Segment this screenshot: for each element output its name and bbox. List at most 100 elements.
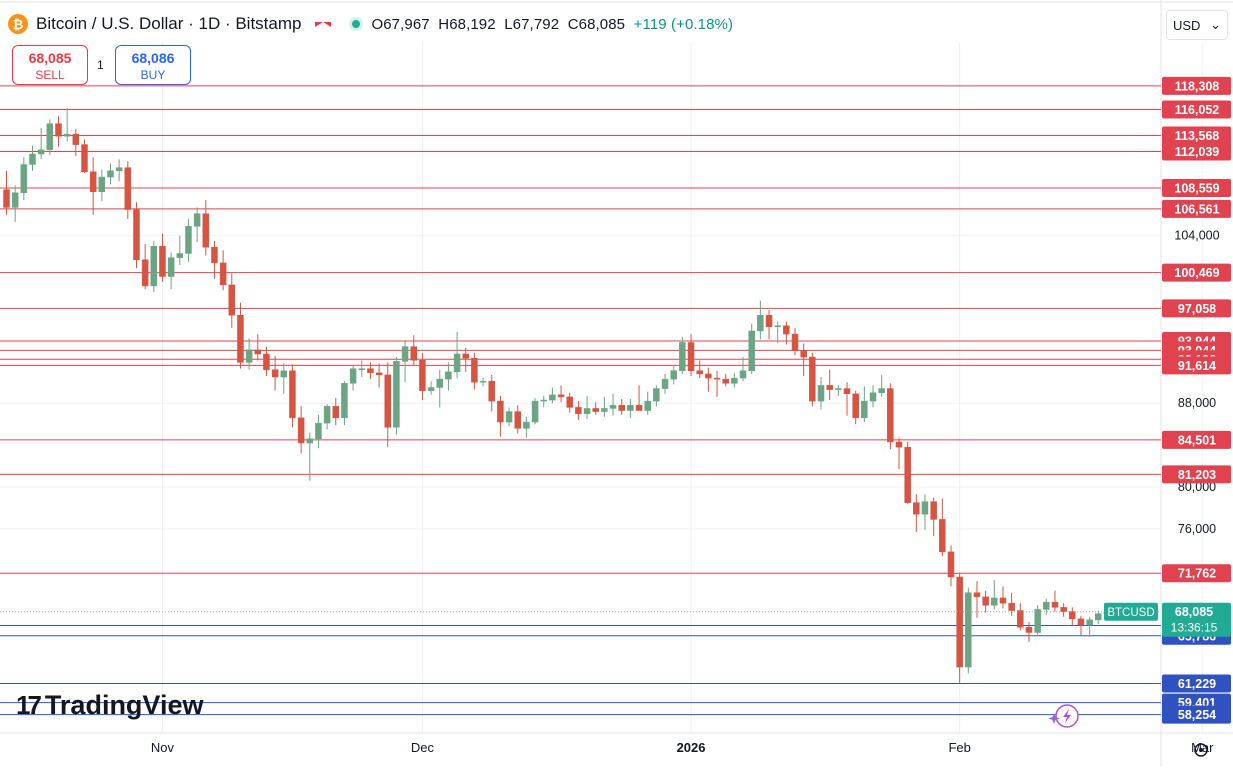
candle-body: [791, 333, 799, 352]
candle-body: [739, 370, 747, 379]
resistance-level-tag-label: 84,501: [1178, 433, 1216, 447]
candle-body: [653, 388, 660, 402]
resistance-level-tag: [1162, 199, 1231, 218]
candle-body: [115, 167, 123, 172]
tradingview-logo-icon: 17: [16, 690, 42, 720]
candle-body: [107, 170, 114, 178]
resistance-level-tag-label: 71,762: [1178, 567, 1216, 581]
candle-body: [999, 597, 1007, 604]
settings-icon[interactable]: [1194, 743, 1208, 757]
candle-body: [419, 360, 426, 391]
currency-value: USD: [1173, 17, 1201, 33]
sell-button[interactable]: 68,085 SELL: [12, 45, 88, 85]
candle-body: [644, 400, 651, 411]
current-price-tag: [1162, 602, 1231, 637]
x-tick-label: 2026: [677, 740, 706, 755]
candle-body: [635, 405, 643, 411]
candle-body: [982, 596, 989, 606]
resistance-level-tag-label: 118,308: [1175, 79, 1220, 93]
candle-body: [895, 441, 903, 448]
symbol-title[interactable]: Bitcoin / U.S. Dollar · 1D · Bitstamp: [36, 14, 302, 33]
lightning-icon: [1063, 709, 1071, 723]
bitcoin-icon: ₿: [8, 14, 28, 34]
candle-body: [375, 372, 383, 376]
buy-price: 68,086: [131, 50, 175, 66]
candle-body: [141, 259, 149, 287]
candle-body: [722, 378, 729, 384]
resistance-level-tag-label: 91,614: [1178, 359, 1216, 373]
resistance-level-tag: [1162, 356, 1231, 375]
candle-body: [384, 374, 392, 428]
candle-body: [1069, 611, 1076, 620]
support-level-tag: [1162, 705, 1231, 724]
candle-body: [531, 400, 539, 423]
resistance-level-tag-label: 113,568: [1175, 129, 1220, 143]
candle-body: [991, 597, 998, 606]
y-tick-label: 88,000: [1178, 396, 1216, 410]
order-quantity[interactable]: 1: [97, 58, 104, 72]
buy-button[interactable]: 68,086 BUY: [115, 45, 191, 85]
candle-body: [696, 370, 703, 375]
candle-body: [783, 325, 790, 335]
resistance-level-tag: [1162, 564, 1231, 583]
candle-body: [549, 394, 556, 401]
candle-body: [687, 342, 695, 371]
candle-body: [921, 501, 929, 515]
candle-body: [471, 357, 478, 383]
candle-body: [843, 388, 851, 395]
resistance-level-tag: [1162, 76, 1231, 95]
price-change: +119 (+0.18%): [633, 15, 734, 33]
candle-body: [20, 164, 28, 194]
candle-body: [401, 346, 409, 362]
candle-body: [627, 405, 634, 411]
candle-body: [878, 388, 885, 393]
candle-body: [167, 257, 175, 277]
candle-body: [601, 408, 608, 412]
x-tick-label: Nov: [151, 740, 175, 755]
symbol-tag: [1104, 602, 1158, 621]
resistance-level-tag-label: 108,559: [1174, 181, 1219, 195]
candle-body: [731, 377, 738, 384]
candle-body: [29, 153, 36, 165]
candle-body: [315, 422, 322, 440]
flag-icon[interactable]: [315, 21, 332, 27]
candle-body: [1043, 601, 1050, 610]
candle-body: [479, 380, 487, 383]
candle-body: [228, 284, 236, 316]
candle-body: [159, 245, 166, 277]
candle-body: [1025, 627, 1033, 633]
buy-label: BUY: [140, 68, 166, 82]
y-tick-label: 80,000: [1178, 480, 1216, 494]
candle-body: [280, 370, 288, 378]
currency-select[interactable]: USD ⌄: [1166, 10, 1228, 40]
bar-countdown: 13:36:15: [1171, 621, 1218, 635]
candle-body: [245, 349, 253, 363]
ohlc-low: L67,792: [504, 15, 560, 33]
candle-body: [3, 189, 10, 208]
y-tick-label: 76,000: [1178, 522, 1216, 536]
candle-body: [358, 368, 366, 370]
candle-body: [514, 411, 521, 429]
candle-body: [887, 388, 894, 443]
candle-body: [219, 262, 227, 286]
candle-body: [583, 408, 591, 414]
candle-body: [809, 356, 816, 402]
candle-body: [72, 133, 80, 145]
candle-body: [323, 406, 331, 424]
candle-body: [81, 144, 88, 173]
chevron-down-icon: ⌄: [1210, 17, 1221, 32]
candle-body: [37, 149, 45, 155]
candle-body: [341, 383, 348, 419]
candle-body: [904, 446, 911, 503]
symbol-header[interactable]: ₿ Bitcoin / U.S. Dollar · 1D · Bitstamp …: [8, 10, 733, 38]
candle-body: [306, 438, 314, 444]
candle-body: [89, 171, 97, 192]
candle-body: [965, 592, 972, 668]
ohlc-close: C68,085: [567, 15, 626, 33]
candle-body: [1086, 619, 1093, 626]
candle-body: [237, 315, 244, 363]
candle-body: [869, 392, 877, 402]
candle-body: [618, 405, 625, 411]
